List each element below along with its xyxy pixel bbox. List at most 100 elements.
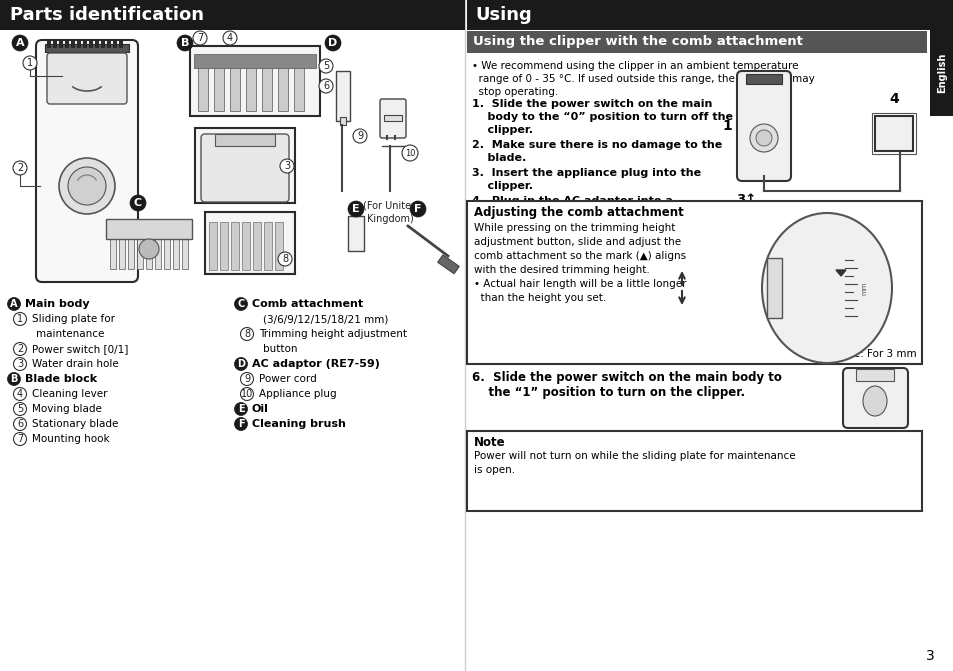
Bar — [83, 40, 87, 48]
Text: A: A — [10, 299, 18, 309]
Text: 3: 3 — [924, 649, 933, 663]
Bar — [59, 40, 63, 48]
Bar — [384, 115, 401, 121]
Circle shape — [234, 417, 247, 431]
Text: 10: 10 — [240, 389, 253, 399]
Circle shape — [13, 161, 27, 175]
Text: 6: 6 — [17, 419, 23, 429]
Text: • Actual hair length will be a little longer: • Actual hair length will be a little lo… — [474, 279, 686, 289]
Circle shape — [348, 201, 364, 217]
Text: Sliding plate for: Sliding plate for — [32, 314, 115, 324]
Text: 4.  Plug in the AC adaptor into a: 4. Plug in the AC adaptor into a — [472, 196, 672, 206]
Text: button: button — [263, 344, 297, 354]
Bar — [294, 56, 304, 111]
Circle shape — [410, 201, 426, 217]
FancyBboxPatch shape — [47, 53, 127, 104]
Bar — [745, 74, 781, 84]
Circle shape — [8, 297, 20, 311]
Circle shape — [13, 342, 27, 356]
Text: C: C — [133, 198, 142, 208]
Text: Power will not turn on while the sliding plate for maintenance: Power will not turn on while the sliding… — [474, 451, 795, 461]
Text: 1: 1 — [17, 314, 23, 324]
Text: than the height you set.: than the height you set. — [474, 293, 605, 303]
Circle shape — [12, 35, 28, 51]
Circle shape — [13, 313, 27, 325]
Circle shape — [68, 167, 106, 205]
FancyBboxPatch shape — [842, 368, 907, 428]
Text: 6.  Slide the power switch on the main body to: 6. Slide the power switch on the main bo… — [472, 371, 781, 384]
Text: 4: 4 — [227, 33, 233, 43]
Circle shape — [277, 252, 292, 266]
Bar — [874, 116, 912, 151]
Text: 5.  Mount and adjust the comb: 5. Mount and adjust the comb — [472, 224, 662, 234]
Text: F: F — [237, 419, 244, 429]
Text: Power switch [0/1]: Power switch [0/1] — [32, 344, 129, 354]
Text: clipper.: clipper. — [472, 181, 533, 191]
Text: range of 0 - 35 °C. If used outside this range, the appliance may: range of 0 - 35 °C. If used outside this… — [472, 74, 814, 84]
Text: D: D — [328, 38, 337, 48]
Text: 2.  Make sure there is no damage to the: 2. Make sure there is no damage to the — [472, 140, 721, 150]
Bar — [352, 208, 359, 216]
Text: • We recommend using the clipper in an ambient temperature: • We recommend using the clipper in an a… — [472, 61, 798, 71]
Text: C: C — [237, 299, 244, 309]
Circle shape — [13, 358, 27, 370]
Circle shape — [8, 372, 20, 386]
Bar — [205, 212, 294, 274]
Circle shape — [234, 297, 247, 311]
Text: E: E — [237, 404, 244, 414]
Text: the “1” position to turn on the clipper.: the “1” position to turn on the clipper. — [472, 386, 744, 399]
Text: 9: 9 — [356, 131, 363, 141]
Text: 5: 5 — [17, 404, 23, 414]
Text: Example: For 3 mm: Example: For 3 mm — [815, 349, 916, 359]
Polygon shape — [835, 270, 845, 276]
Circle shape — [353, 129, 367, 143]
Bar — [182, 231, 188, 269]
Text: clipper.: clipper. — [472, 125, 533, 135]
Text: Stationary blade: Stationary blade — [32, 419, 118, 429]
Bar — [220, 222, 228, 270]
Bar — [348, 216, 364, 251]
Bar — [47, 40, 51, 48]
Circle shape — [13, 433, 27, 446]
Text: maintenance: maintenance — [36, 329, 104, 339]
Text: Mounting hook: Mounting hook — [32, 434, 110, 444]
Text: Cleaning brush: Cleaning brush — [252, 419, 346, 429]
Text: 9: 9 — [244, 374, 250, 384]
Bar — [194, 128, 294, 203]
Text: D: D — [236, 359, 245, 369]
Circle shape — [755, 130, 771, 146]
Bar — [339, 117, 346, 125]
Bar — [77, 40, 81, 48]
Bar — [246, 56, 255, 111]
Bar — [146, 231, 152, 269]
Circle shape — [240, 372, 253, 386]
Bar — [353, 204, 358, 208]
FancyBboxPatch shape — [379, 99, 406, 138]
Bar — [929, 30, 953, 116]
Bar — [855, 369, 893, 381]
Text: 1: 1 — [721, 119, 731, 133]
Bar — [53, 40, 57, 48]
Text: 7: 7 — [196, 33, 203, 43]
Circle shape — [59, 158, 115, 214]
Text: stop operating.: stop operating. — [472, 87, 558, 97]
Bar — [95, 40, 99, 48]
Text: 3: 3 — [17, 359, 23, 369]
Bar — [230, 56, 240, 111]
Bar — [467, 201, 921, 364]
Text: Power cord: Power cord — [258, 374, 316, 384]
Circle shape — [401, 145, 417, 161]
Text: (For United
Kingdom): (For United Kingdom) — [362, 201, 416, 224]
Circle shape — [13, 417, 27, 431]
Bar — [264, 222, 272, 270]
Text: Using: Using — [475, 6, 531, 24]
Bar — [0, 0, 464, 30]
Text: A: A — [15, 38, 24, 48]
Text: Main body: Main body — [25, 299, 90, 309]
Text: 2: 2 — [17, 344, 23, 354]
Circle shape — [130, 195, 146, 211]
Text: Oil: Oil — [252, 404, 269, 414]
Bar — [112, 40, 117, 48]
Circle shape — [749, 124, 778, 152]
Text: blade.: blade. — [472, 153, 526, 163]
